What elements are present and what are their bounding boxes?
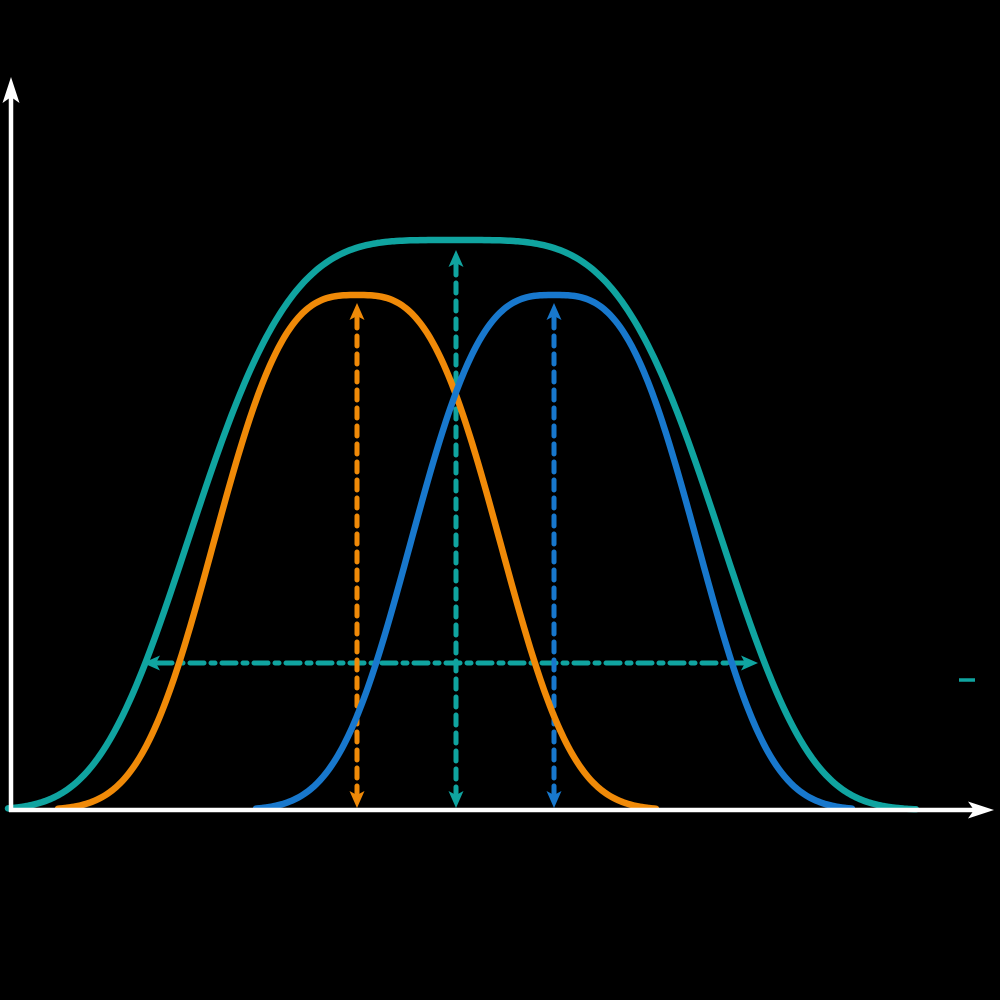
arrowhead-up-icon	[349, 303, 365, 320]
arrowhead-up-icon	[546, 303, 562, 320]
teal-peak-height-arrow	[448, 250, 464, 808]
arrowhead-right-icon	[741, 655, 758, 671]
blue-component-curve	[252, 291, 856, 812]
arrowhead-left-icon	[143, 655, 160, 671]
envelope-width-arrow	[143, 655, 758, 671]
arrowhead-down-icon	[349, 791, 365, 808]
teal-envelope-curve	[4, 236, 920, 813]
arrowhead-down-icon	[448, 791, 464, 808]
arrowhead-up-icon	[448, 250, 464, 267]
x-axis-arrowhead-icon	[968, 801, 994, 819]
x-axis	[9, 801, 994, 819]
y-axis	[2, 77, 20, 812]
arrowhead-down-icon	[546, 791, 562, 808]
orange-component-curve	[54, 291, 660, 812]
y-axis-arrowhead-icon	[2, 77, 20, 103]
